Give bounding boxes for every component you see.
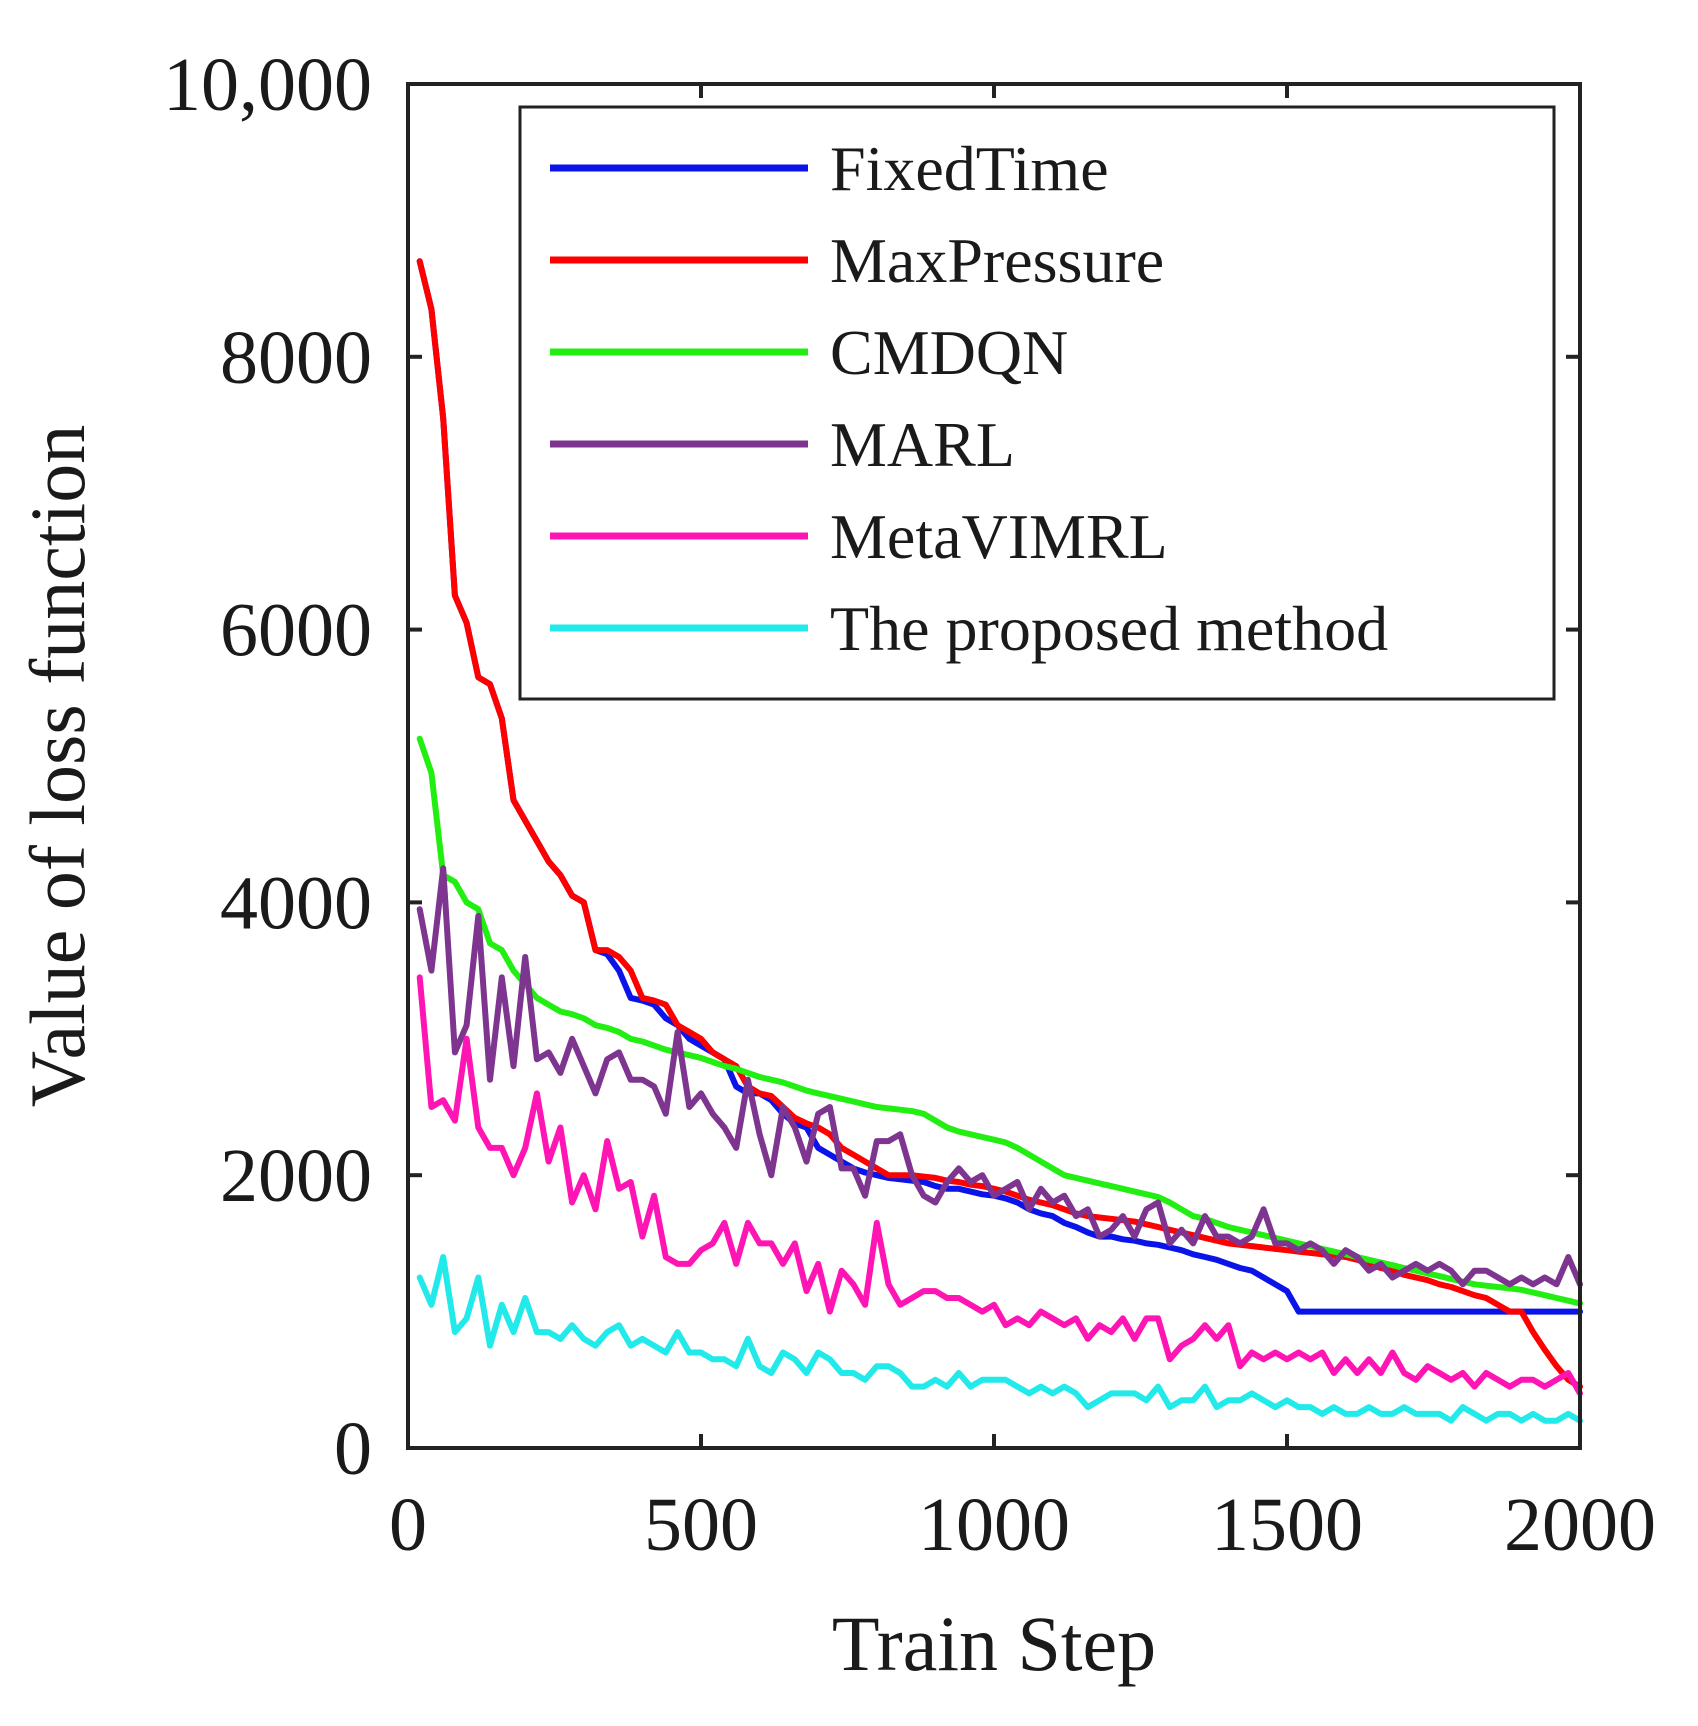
y-tick-label: 6000: [220, 589, 372, 673]
series-line-cmdqn: [416, 735, 1583, 1307]
legend-label-fixedtime: FixedTime: [830, 133, 1109, 204]
series-layer: [416, 258, 1583, 1424]
x-axis-tick-labels: 0 500 1000 1500 2000: [389, 1483, 1656, 1567]
series-line-the-proposed-method: [416, 1254, 1583, 1424]
x-axis-title: Train Step: [832, 1600, 1156, 1687]
y-tick-label: 4000: [220, 861, 372, 945]
legend-label-marl: MARL: [830, 409, 1015, 480]
y-tick-label: 2000: [220, 1134, 372, 1218]
legend: FixedTime MaxPressure CMDQN MARL MetaVIMRL Th…: [518, 105, 1556, 701]
y-axis-title: Value of loss function: [14, 425, 101, 1107]
legend-label-the-proposed-method: The proposed method: [830, 593, 1388, 664]
plot-frame: [406, 82, 1582, 1450]
legend-box: [518, 105, 1556, 701]
x-tick-label: 2000: [1504, 1483, 1656, 1567]
legend-label-cmdqn: CMDQN: [830, 317, 1068, 388]
series-line-marl: [416, 865, 1583, 1288]
y-tick-label: 10,000: [163, 43, 372, 127]
y-tick-label: 8000: [220, 316, 372, 400]
y-axis-tick-labels: 0 2000 4000 6000 8000 10,000: [163, 43, 372, 1491]
legend-label-metavimrl: MetaVIMRL: [830, 501, 1168, 572]
y-tick-label: 0: [334, 1407, 372, 1491]
x-tick-label: 0: [389, 1483, 427, 1567]
x-tick-label: 500: [644, 1483, 758, 1567]
legend-label-maxpressure: MaxPressure: [830, 225, 1164, 296]
series-line-metavimrl: [416, 974, 1583, 1397]
series-line-fixedtime: [416, 258, 1583, 1315]
x-tick-label: 1000: [918, 1483, 1070, 1567]
x-tick-label: 1500: [1211, 1483, 1363, 1567]
